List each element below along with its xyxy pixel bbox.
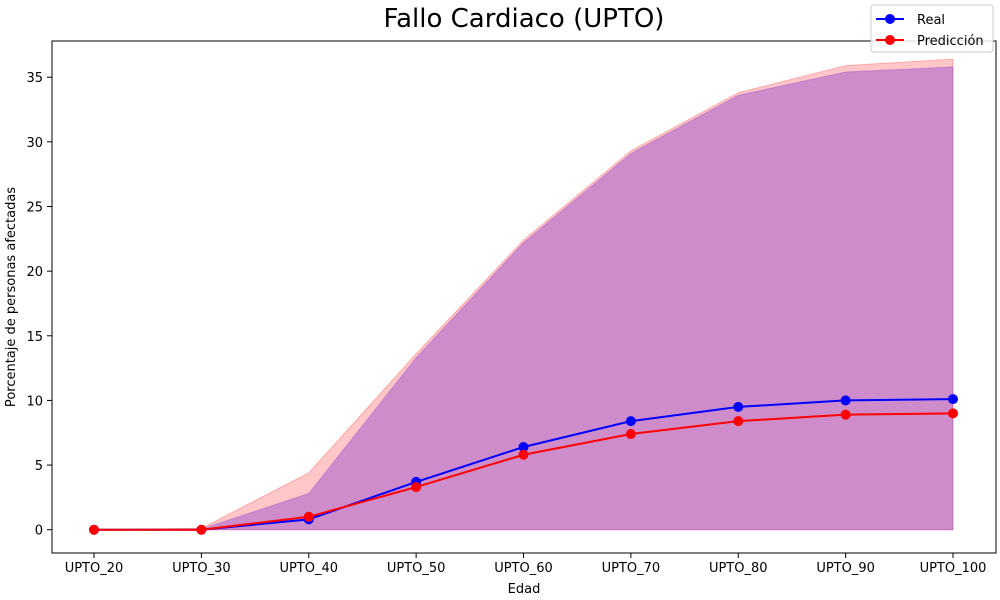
point-prediccion (733, 416, 744, 427)
y-tick-label: 15 (26, 330, 43, 345)
point-prediccion (948, 408, 958, 419)
x-tick-label: UPTO_50 (387, 561, 446, 576)
x-tick-label: UPTO_20 (65, 561, 124, 576)
series-markers (89, 394, 958, 535)
legend-marker-real (885, 14, 895, 24)
x-tick-label: UPTO_100 (920, 561, 987, 576)
band-real (93, 66, 954, 531)
x-tick-label: UPTO_60 (494, 561, 553, 576)
point-real (948, 394, 958, 405)
point-prediccion (625, 429, 636, 440)
point-prediccion (89, 524, 99, 535)
y-tick-label: 35 (26, 71, 43, 86)
point-real (518, 441, 529, 452)
chart-title: Fallo Cardiaco (UPTO) (384, 4, 665, 34)
y-tick-label: 5 (35, 459, 43, 474)
point-prediccion (518, 449, 529, 460)
y-axis: 0 5 10 15 20 25 30 35 (26, 71, 52, 539)
confidence-bands (93, 58, 954, 531)
point-prediccion (303, 511, 314, 522)
y-axis-title: Porcentaje de personas afectadas (4, 187, 19, 407)
x-axis-title: Edad (508, 582, 541, 597)
legend: Real Predicción (870, 4, 994, 53)
point-real (733, 401, 744, 412)
legend-label-prediccion: Predicción (917, 34, 984, 49)
x-tick-label: UPTO_80 (709, 561, 768, 576)
x-tick-label: UPTO_90 (816, 561, 875, 576)
band-prediccion (93, 58, 954, 531)
point-prediccion (840, 409, 851, 420)
y-tick-label: 30 (26, 136, 43, 151)
x-axis: UPTO_20 UPTO_30 UPTO_40 UPTO_50 UPTO_60 UPTO_… (65, 553, 987, 576)
y-tick-label: 0 (35, 524, 43, 539)
y-tick-label: 25 (26, 200, 43, 215)
legend-label-real: Real (917, 13, 945, 28)
x-tick-label: UPTO_40 (279, 561, 338, 576)
x-tick-label: UPTO_30 (172, 561, 231, 576)
point-real (840, 395, 851, 406)
point-real (625, 416, 636, 427)
legend-marker-prediccion (885, 35, 895, 45)
point-prediccion (411, 482, 422, 493)
point-prediccion (196, 524, 207, 535)
y-tick-label: 10 (26, 394, 43, 409)
y-tick-label: 20 (26, 265, 43, 280)
x-tick-label: UPTO_70 (602, 561, 661, 576)
